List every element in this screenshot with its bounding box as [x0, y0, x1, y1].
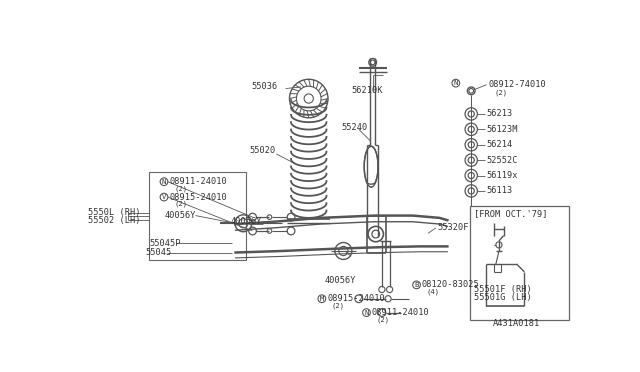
Bar — [149, 172, 246, 260]
Text: 08911-24010: 08911-24010 — [170, 177, 227, 186]
Text: M: M — [319, 296, 324, 302]
Text: 55020: 55020 — [250, 147, 276, 155]
Text: 08120-83025: 08120-83025 — [422, 280, 480, 289]
Text: 55240: 55240 — [342, 122, 368, 132]
Text: 56113: 56113 — [486, 186, 513, 195]
Text: (2): (2) — [376, 316, 390, 323]
Text: V: V — [162, 194, 166, 200]
Text: A431A0181: A431A0181 — [493, 319, 540, 328]
Bar — [470, 206, 569, 320]
Text: (4): (4) — [427, 289, 440, 295]
Text: 55501G (LH): 55501G (LH) — [474, 294, 532, 302]
Text: 08912-74010: 08912-74010 — [488, 80, 546, 89]
Text: 55502 (LH): 55502 (LH) — [88, 216, 140, 225]
Text: 52552C: 52552C — [486, 155, 518, 165]
Text: 55036: 55036 — [251, 83, 277, 92]
Text: 56214: 56214 — [486, 140, 513, 149]
Text: 56213: 56213 — [486, 109, 513, 118]
Text: 55320F: 55320F — [437, 224, 469, 232]
Text: (2): (2) — [174, 201, 187, 207]
Text: 56123M: 56123M — [486, 125, 518, 134]
Text: 08915-24010: 08915-24010 — [170, 193, 227, 202]
Text: 56210K: 56210K — [351, 86, 383, 95]
Text: [FROM OCT.'79]: [FROM OCT.'79] — [474, 209, 548, 218]
Text: (2): (2) — [174, 185, 187, 192]
Text: 08915-24010: 08915-24010 — [327, 294, 385, 303]
Text: N: N — [364, 310, 369, 315]
Text: 55045P: 55045P — [149, 239, 181, 248]
Text: 5550L (RH): 5550L (RH) — [88, 208, 140, 217]
Text: 55501F (RH): 55501F (RH) — [474, 285, 532, 294]
Text: N: N — [162, 179, 166, 185]
Text: (2): (2) — [332, 302, 345, 309]
Text: 56119x: 56119x — [486, 171, 518, 180]
Text: B: B — [414, 282, 419, 288]
Text: 40056Y: 40056Y — [325, 276, 356, 285]
Text: N: N — [454, 80, 458, 86]
Text: 55045: 55045 — [145, 248, 172, 257]
Text: 40056Y: 40056Y — [164, 211, 196, 220]
Text: (2): (2) — [494, 89, 508, 96]
Text: 08911-24010: 08911-24010 — [372, 308, 429, 317]
Text: 40056Y: 40056Y — [230, 217, 262, 226]
